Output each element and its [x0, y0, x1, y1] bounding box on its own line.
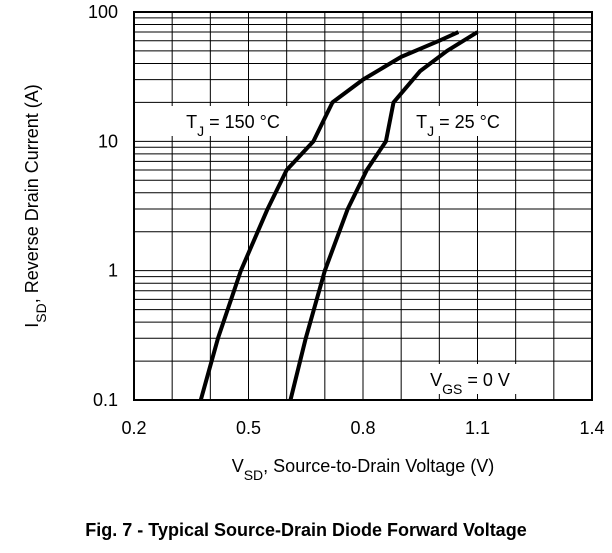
y-axis-label: ISD, Reverse Drain Current (A)	[22, 84, 49, 328]
annotation-part: J	[427, 123, 434, 139]
caption: Fig. 7 - Typical Source-Drain Diode Forw…	[85, 520, 526, 540]
annotation-part: = 0 V	[462, 370, 510, 390]
x-tick-label: 0.8	[350, 418, 375, 438]
annotation: TJ = 25 °C	[416, 112, 500, 139]
y-tick-label: 100	[88, 2, 118, 22]
data-line	[198, 30, 460, 401]
annotation-part: T	[186, 112, 197, 132]
y-tick-label: 1	[108, 261, 118, 281]
x-tick-label: 0.2	[121, 418, 146, 438]
annotation-background	[402, 106, 514, 136]
annotation-part: GS	[442, 381, 462, 397]
y-axis-label-part: SD	[33, 303, 49, 322]
x-tick-label: 1.1	[465, 418, 490, 438]
annotation-part: V	[430, 370, 442, 390]
annotation-background	[418, 364, 522, 394]
annotation-part: = 25 °C	[434, 112, 500, 132]
y-tick-label: 0.1	[93, 390, 118, 410]
x-axis-label-part: , Source-to-Drain Voltage (V)	[263, 456, 494, 476]
y-axis-label-part: , Reverse Drain Current (A)	[22, 84, 42, 303]
annotation-part: = 150 °C	[204, 112, 280, 132]
plot-frame	[133, 11, 593, 401]
annotation: TJ = 150 °C	[186, 112, 280, 139]
y-tick-label: 10	[98, 131, 118, 151]
annotation-background	[171, 106, 295, 136]
x-axis-label: VSD, Source-to-Drain Voltage (V)	[232, 456, 495, 483]
x-tick-label: 1.4	[579, 418, 604, 438]
annotation-part: J	[197, 123, 204, 139]
data-line	[288, 30, 479, 401]
x-tick-label: 0.5	[236, 418, 261, 438]
annotation: VGS = 0 V	[430, 370, 510, 397]
x-axis-label-part: V	[232, 456, 244, 476]
x-axis-label-part: SD	[244, 467, 263, 483]
annotation-part: T	[416, 112, 427, 132]
y-axis-label-part: I	[22, 323, 42, 328]
